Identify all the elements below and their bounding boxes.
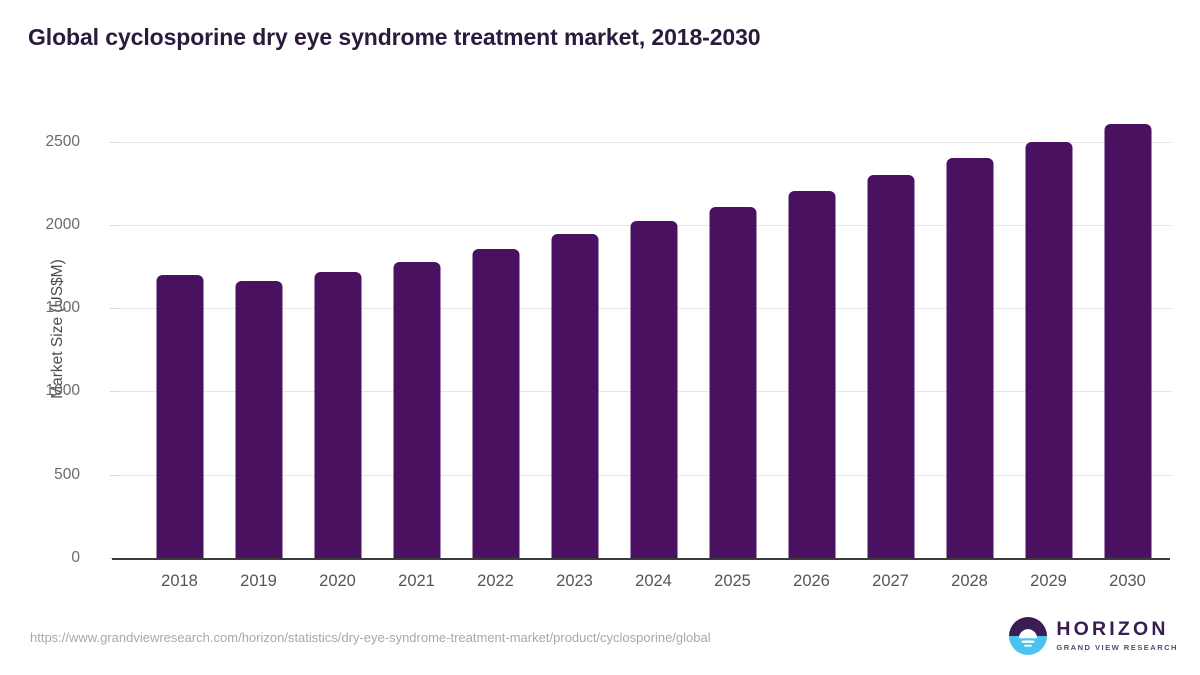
- horizon-sun-circle-icon: [1009, 617, 1048, 655]
- y-axis-tick-mark: [110, 224, 120, 226]
- x-axis-tick-label: 2022: [477, 572, 514, 590]
- bar[interactable]: [235, 280, 282, 558]
- gridline: [120, 141, 1172, 143]
- x-axis-tick-label: 2027: [872, 572, 909, 590]
- bar-slot: [851, 100, 930, 558]
- y-axis-tick-label: 2500: [45, 132, 80, 150]
- x-axis-tick-label: 2026: [793, 572, 830, 590]
- bar[interactable]: [1025, 141, 1072, 558]
- bar-slot: [535, 100, 614, 558]
- y-axis-tick-label: 1000: [45, 382, 80, 400]
- x-axis-line: [112, 558, 1170, 560]
- bar-slot: [772, 100, 851, 558]
- bar-slot: [140, 100, 219, 558]
- y-axis-tick-label: 0: [71, 549, 80, 566]
- bar-slot: [298, 100, 377, 558]
- x-axis-tick-label: 2030: [1109, 572, 1146, 590]
- x-axis-tick-label: 2018: [161, 572, 198, 590]
- x-axis-tick-label: 2019: [240, 572, 277, 590]
- x-axis-tick-label: 2023: [556, 572, 593, 590]
- bar[interactable]: [156, 274, 203, 558]
- logo-tagline: GRAND VIEW RESEARCH: [1056, 642, 1178, 652]
- y-axis-tick-label: 2000: [45, 215, 80, 233]
- y-axis-tick-mark: [110, 391, 120, 393]
- bar-slot: [693, 100, 772, 558]
- bar-slot: [1009, 100, 1088, 558]
- x-axis-tick-label: 2025: [714, 572, 751, 590]
- x-axis-tick-label: 2021: [398, 572, 435, 590]
- logo-wordmark: HORIZON: [1056, 618, 1169, 641]
- bar-slot: [219, 100, 298, 558]
- bar[interactable]: [709, 206, 756, 558]
- bar-slot: [930, 100, 1009, 558]
- page-title: Global cyclosporine dry eye syndrome tre…: [28, 24, 761, 50]
- y-axis-tick-mark: [110, 308, 120, 310]
- bar[interactable]: [1104, 124, 1151, 558]
- x-axis-tick-label: 2029: [1030, 572, 1067, 590]
- logo-text: HORIZON GRAND VIEW RESEARCH: [1056, 620, 1178, 651]
- plot-area: Market Size (US$M) 0 500 1000 1500 2000 2500: [46, 100, 1172, 566]
- bar-slot: [377, 100, 456, 558]
- bar[interactable]: [314, 272, 361, 558]
- x-axis-tick-label: 2028: [951, 572, 988, 590]
- bar[interactable]: [630, 220, 677, 558]
- bar-slot: [456, 100, 535, 558]
- logo[interactable]: HORIZON GRAND VIEW RESEARCH: [1009, 617, 1178, 655]
- y-axis-tick-label: 1500: [45, 299, 80, 317]
- bar-slot: [1088, 100, 1167, 558]
- bar[interactable]: [472, 249, 519, 558]
- y-axis-tick-label: 500: [54, 465, 80, 483]
- bar[interactable]: [551, 234, 598, 558]
- bar-slot: [614, 100, 693, 558]
- bar[interactable]: [393, 262, 440, 558]
- x-axis-tick-label: 2024: [635, 572, 672, 590]
- source-url[interactable]: https://www.grandviewresearch.com/horizo…: [30, 630, 711, 645]
- bar[interactable]: [946, 158, 993, 558]
- y-axis-tick-mark: [110, 141, 120, 143]
- bar[interactable]: [788, 190, 835, 558]
- bar[interactable]: [867, 174, 914, 558]
- y-axis-tick-mark: [110, 474, 120, 476]
- x-axis-tick-label: 2020: [319, 572, 356, 590]
- y-axis-title: Market Size (US$M): [49, 259, 66, 399]
